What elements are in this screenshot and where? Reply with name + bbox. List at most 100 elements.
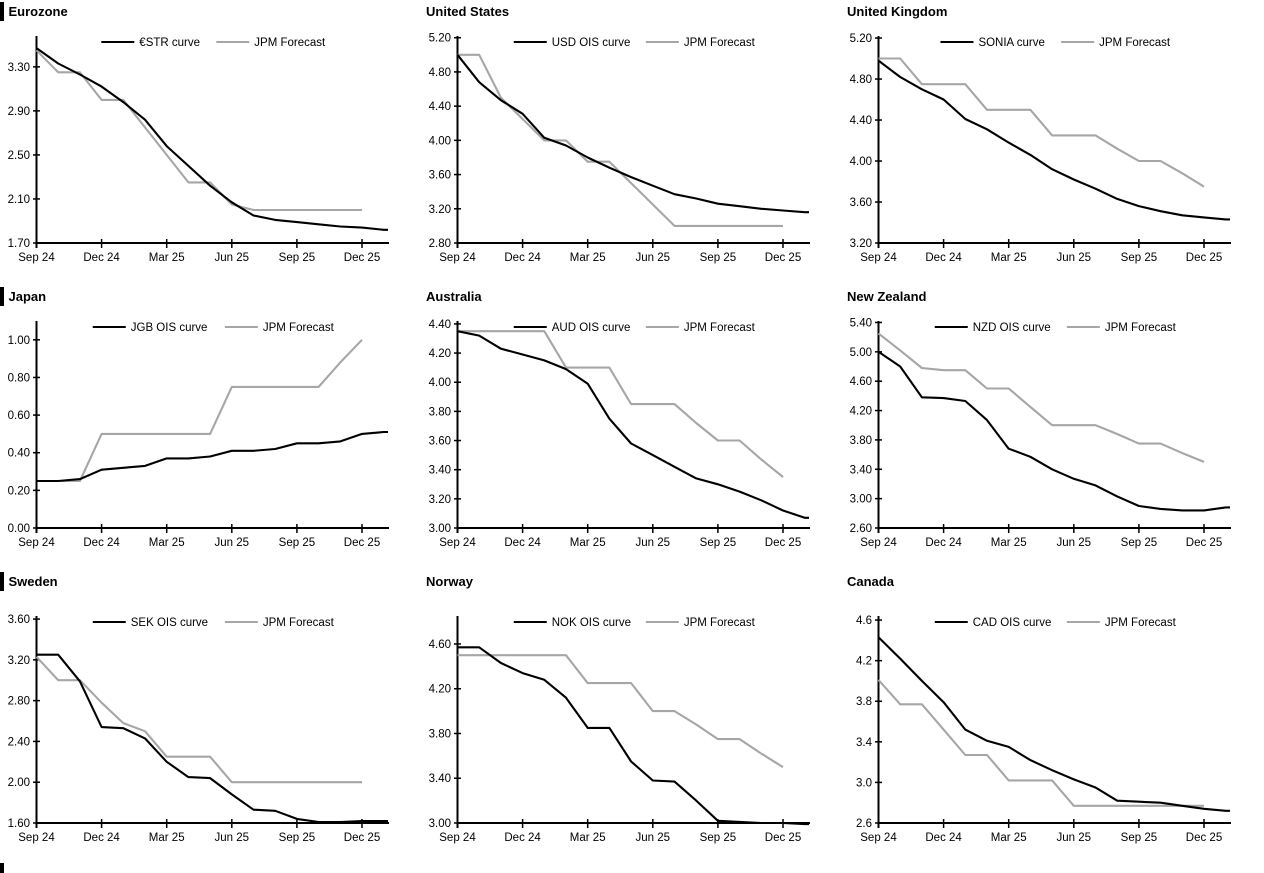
market-series-line [457, 646, 809, 826]
y-tick-label: 0.20 [8, 485, 30, 497]
forecast-series-line [35, 656, 362, 784]
y-tick-label: 3.60 [429, 436, 451, 448]
chart-panel-norway: Norway 3.00 3.40 3.80 4.20 4.60 Sep 24 Dec 24 M… [421, 570, 842, 873]
y-tick-label: 4.60 [429, 639, 451, 651]
legend-market-label: SEK OIS curve [131, 617, 208, 629]
x-tick-label: Jun 25 [215, 252, 250, 264]
forecast-series-line [457, 654, 784, 768]
x-tick-label: Dec 24 [83, 832, 120, 844]
y-tick-label: 0.40 [8, 448, 30, 460]
chart-title: United Kingdom [847, 3, 948, 19]
y-tick-label: 5.20 [429, 33, 451, 45]
y-tick-label: 3.60 [850, 197, 872, 209]
x-tick-label: Dec 24 [83, 252, 120, 264]
y-tick-label: 1.00 [8, 335, 30, 347]
section-bar [0, 286, 4, 306]
x-tick-label: Jun 25 [636, 252, 671, 264]
x-tick-label: Dec 25 [344, 252, 380, 264]
x-tick-label: Mar 25 [570, 252, 606, 264]
y-tick-label: 4.6 [856, 615, 872, 627]
chart-title: Sweden [8, 573, 58, 589]
y-tick-label: 4.40 [429, 101, 451, 113]
chart-norway: 3.00 3.40 3.80 4.20 4.60 Sep 24 Dec 24 Mar 25 Ju… [429, 616, 810, 844]
y-tick-label: 0.00 [8, 523, 30, 535]
market-series-line [877, 59, 1230, 221]
x-tick-label: Dec 24 [504, 252, 541, 264]
y-tick-label: 2.10 [8, 194, 30, 206]
market-series-line [456, 54, 809, 214]
y-tick-label: 4.00 [429, 135, 451, 147]
x-tick-label: Dec 24 [925, 537, 962, 549]
forecast-series-line [457, 53, 783, 227]
y-tick-label: 4.00 [850, 156, 872, 168]
legend-market-label: CAD OIS curve [973, 617, 1052, 629]
market-series-line [457, 330, 809, 519]
y-tick-label: 3.80 [429, 728, 451, 740]
x-tick-label: Dec 24 [504, 832, 541, 844]
x-tick-label: Jun 25 [1057, 537, 1092, 549]
y-tick-label: 4.20 [429, 684, 451, 696]
chart-title: Japan [8, 288, 47, 304]
y-tick-label: 3.4 [856, 737, 873, 749]
chart-panel-sweden: Sweden 1.60 2.00 2.40 2.80 3.20 3.60 Sep 24 Dec… [0, 570, 421, 873]
chart-new-zealand: 2.60 3.00 3.40 3.80 4.20 4.60 5.00 5.40 Sep 24 De… [850, 317, 1231, 549]
y-tick-label: 2.60 [850, 523, 872, 535]
x-tick-label: Mar 25 [149, 832, 185, 844]
y-tick-label: 3.00 [429, 818, 451, 830]
y-tick-label: 3.8 [856, 696, 872, 708]
y-tick-label: 4.80 [429, 67, 451, 79]
y-tick-label: 3.20 [429, 494, 451, 506]
x-tick-label: Mar 25 [149, 252, 185, 264]
y-tick-label: 4.2 [856, 656, 872, 668]
x-tick-label: Sep 25 [700, 537, 736, 549]
legend-market-label: SONIA curve [978, 37, 1044, 49]
x-tick-label: Dec 25 [1186, 537, 1222, 549]
y-tick-label: 3.40 [429, 773, 451, 785]
chart-panel-united-kingdom: United Kingdom 3.20 3.60 4.00 4.40 4.80 5.20 S… [842, 0, 1264, 285]
x-tick-label: Mar 25 [991, 832, 1027, 844]
legend-forecast-label: JPM Forecast [684, 37, 756, 49]
section-bar [0, 1, 4, 21]
next-section-bar [0, 863, 4, 873]
panel-header: Eurozone [0, 1, 68, 21]
chart-australia: 3.00 3.20 3.40 3.60 3.80 4.00 4.20 4.40 Sep 24 De… [429, 319, 810, 549]
y-tick-label: 4.60 [850, 376, 872, 388]
panel-header: United Kingdom [842, 1, 947, 21]
x-tick-label: Dec 25 [1186, 832, 1222, 844]
legend-market-label: NOK OIS curve [552, 617, 631, 629]
x-tick-label: Sep 24 [860, 252, 897, 264]
x-tick-label: Sep 24 [860, 832, 897, 844]
x-tick-label: Dec 25 [1186, 252, 1222, 264]
panel-header: New Zealand [842, 286, 926, 306]
chart-panel-japan: Japan 0.00 0.20 0.40 0.60 0.80 1.00 Sep 24 Dec … [0, 285, 421, 570]
legend-forecast-label: JPM Forecast [1105, 322, 1177, 334]
y-tick-label: 3.80 [429, 406, 451, 418]
y-tick-label: 3.20 [8, 655, 30, 667]
market-series-line [877, 350, 1230, 512]
x-tick-label: Sep 25 [700, 832, 736, 844]
y-tick-label: 4.20 [850, 406, 872, 418]
legend-forecast-label: JPM Forecast [263, 617, 335, 629]
x-tick-label: Dec 25 [344, 537, 380, 549]
legend-market-label: NZD OIS curve [973, 322, 1051, 334]
forecast-series-line [35, 49, 362, 212]
legend-forecast-label: JPM Forecast [684, 617, 756, 629]
y-tick-label: 2.50 [8, 150, 30, 162]
x-tick-label: Mar 25 [991, 537, 1027, 549]
legend-market-label: €STR curve [139, 37, 200, 49]
y-tick-label: 3.00 [429, 523, 451, 535]
y-tick-label: 1.60 [8, 818, 30, 830]
y-tick-label: 5.40 [850, 317, 872, 329]
y-tick-label: 4.40 [850, 115, 872, 127]
y-tick-label: 4.00 [429, 377, 451, 389]
legend-forecast-label: JPM Forecast [1105, 617, 1177, 629]
y-tick-label: 5.00 [850, 347, 872, 359]
x-tick-label: Sep 24 [439, 832, 476, 844]
y-tick-label: 3.40 [429, 465, 451, 477]
chart-title: Eurozone [8, 3, 68, 19]
y-tick-label: 2.6 [856, 818, 872, 830]
x-tick-label: Sep 24 [439, 252, 476, 264]
legend-market-label: JGB OIS curve [131, 322, 208, 334]
x-tick-label: Dec 24 [925, 832, 962, 844]
